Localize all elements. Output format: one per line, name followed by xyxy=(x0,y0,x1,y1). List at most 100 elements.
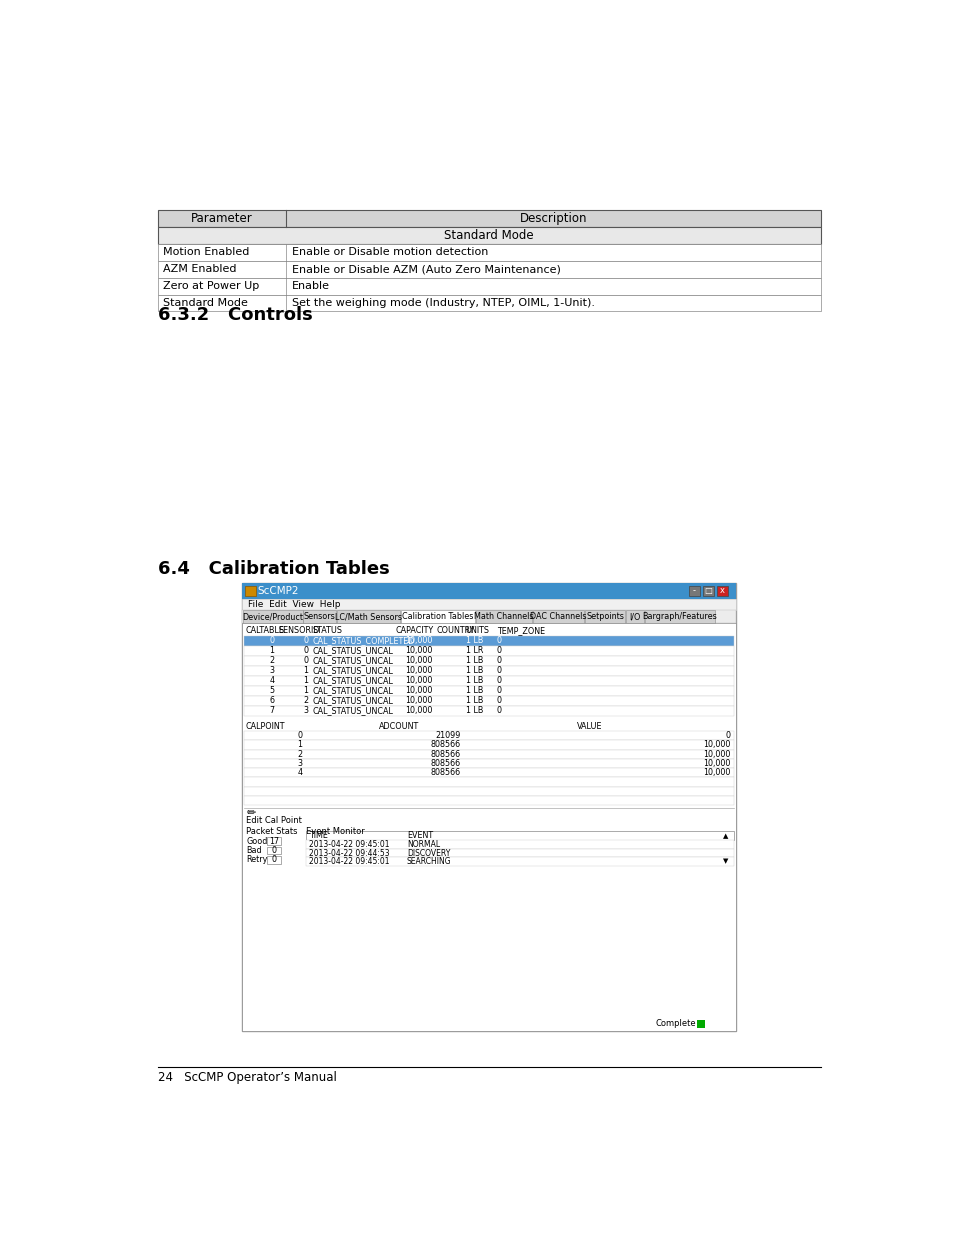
Bar xyxy=(697,1020,704,1028)
Text: 0: 0 xyxy=(303,636,308,645)
Bar xyxy=(306,841,733,848)
Text: SEARCHING: SEARCHING xyxy=(406,857,451,866)
Bar xyxy=(244,768,733,777)
Text: Complete: Complete xyxy=(655,1019,695,1029)
Text: 10,000: 10,000 xyxy=(405,666,432,676)
Text: 10,000: 10,000 xyxy=(702,768,730,777)
Text: 10,000: 10,000 xyxy=(405,687,432,695)
Bar xyxy=(244,705,733,716)
Text: 10,000: 10,000 xyxy=(405,697,432,705)
Bar xyxy=(244,750,733,758)
Bar xyxy=(267,837,281,845)
Text: 0: 0 xyxy=(497,676,501,685)
Bar xyxy=(303,610,335,624)
Text: 3: 3 xyxy=(303,706,308,715)
Text: Parameter: Parameter xyxy=(191,211,253,225)
Text: 1: 1 xyxy=(296,741,302,750)
Bar xyxy=(532,610,584,624)
Text: Bad: Bad xyxy=(246,846,262,855)
Text: 1: 1 xyxy=(303,687,308,695)
Text: 808566: 808566 xyxy=(431,768,460,777)
Text: 4: 4 xyxy=(296,768,302,777)
Text: 0: 0 xyxy=(497,646,501,655)
Bar xyxy=(244,626,733,636)
Text: ✏: ✏ xyxy=(246,809,255,819)
Text: TEMP_ZONE: TEMP_ZONE xyxy=(497,626,544,635)
Bar xyxy=(336,610,399,624)
Text: I/O: I/O xyxy=(629,613,640,621)
Bar xyxy=(244,685,733,695)
Text: Motion Enabled: Motion Enabled xyxy=(162,247,249,257)
Bar xyxy=(267,846,281,855)
Text: 0: 0 xyxy=(725,731,730,740)
Bar xyxy=(244,656,733,666)
Text: CAPACITY: CAPACITY xyxy=(395,626,434,635)
Bar xyxy=(702,585,713,597)
Bar xyxy=(625,610,643,624)
Bar xyxy=(241,610,736,624)
Text: Event Monitor: Event Monitor xyxy=(306,826,364,836)
Bar xyxy=(244,795,733,805)
Text: 1 LR: 1 LR xyxy=(465,646,482,655)
Bar xyxy=(244,666,733,676)
Text: 6: 6 xyxy=(269,697,274,705)
Text: CAL_STATUS_UNCAL: CAL_STATUS_UNCAL xyxy=(312,687,393,695)
Text: ScCMP2: ScCMP2 xyxy=(257,585,298,597)
Text: 0: 0 xyxy=(497,697,501,705)
Text: 17: 17 xyxy=(269,836,279,846)
Bar xyxy=(244,721,733,731)
Bar xyxy=(244,740,733,750)
Bar xyxy=(241,599,736,610)
Text: 6.3.2   Controls: 6.3.2 Controls xyxy=(158,306,313,324)
Text: 10,000: 10,000 xyxy=(405,676,432,685)
Bar xyxy=(476,610,531,624)
Bar xyxy=(400,610,475,624)
Text: 24   ScCMP Operator’s Manual: 24 ScCMP Operator’s Manual xyxy=(158,1071,336,1084)
Text: CAL_STATUS_COMPLETED: CAL_STATUS_COMPLETED xyxy=(312,636,415,645)
Text: 10,000: 10,000 xyxy=(702,750,730,758)
Text: CAL_STATUS_UNCAL: CAL_STATUS_UNCAL xyxy=(312,697,393,705)
Text: UNITS: UNITS xyxy=(465,626,489,635)
Text: 7: 7 xyxy=(269,706,274,715)
Text: CAL_STATUS_UNCAL: CAL_STATUS_UNCAL xyxy=(312,666,393,676)
Text: 5: 5 xyxy=(269,687,274,695)
Text: 0: 0 xyxy=(303,646,308,655)
Text: 1: 1 xyxy=(269,646,274,655)
Text: 1 LB: 1 LB xyxy=(465,676,482,685)
Text: EVENT: EVENT xyxy=(406,831,433,840)
Text: 1 LB: 1 LB xyxy=(465,697,482,705)
Text: Edit Cal Point: Edit Cal Point xyxy=(246,816,302,825)
Text: 1 LB: 1 LB xyxy=(465,687,482,695)
Bar xyxy=(244,636,733,646)
Bar xyxy=(158,294,820,311)
Text: VALUE: VALUE xyxy=(577,722,602,731)
Bar xyxy=(716,585,727,597)
Text: 2: 2 xyxy=(269,656,274,666)
Text: 10,000: 10,000 xyxy=(405,656,432,666)
Text: 2013-04-22 09:45:01: 2013-04-22 09:45:01 xyxy=(309,840,389,850)
Text: 808566: 808566 xyxy=(431,760,460,768)
Text: CALPOINT: CALPOINT xyxy=(245,722,285,731)
Text: 1 LB: 1 LB xyxy=(465,666,482,676)
Text: CAL_STATUS_UNCAL: CAL_STATUS_UNCAL xyxy=(312,706,393,715)
Bar xyxy=(241,624,736,1031)
Text: Sensors: Sensors xyxy=(304,613,335,621)
Text: 0: 0 xyxy=(303,656,308,666)
Text: 808566: 808566 xyxy=(431,741,460,750)
Text: -: - xyxy=(692,587,695,595)
Bar xyxy=(644,610,715,624)
Bar xyxy=(688,585,699,597)
Bar xyxy=(158,227,820,243)
Text: 1 LB: 1 LB xyxy=(465,656,482,666)
Text: COUNTRY: COUNTRY xyxy=(436,626,474,635)
Text: 0: 0 xyxy=(497,687,501,695)
Text: TIME: TIME xyxy=(309,831,328,840)
Bar xyxy=(158,243,820,261)
Bar xyxy=(241,583,736,599)
Text: 1: 1 xyxy=(303,676,308,685)
Text: File  Edit  View  Help: File Edit View Help xyxy=(248,600,340,609)
Bar xyxy=(244,777,733,787)
Text: 1: 1 xyxy=(303,666,308,676)
Text: 0: 0 xyxy=(272,846,276,855)
Bar xyxy=(244,758,733,768)
